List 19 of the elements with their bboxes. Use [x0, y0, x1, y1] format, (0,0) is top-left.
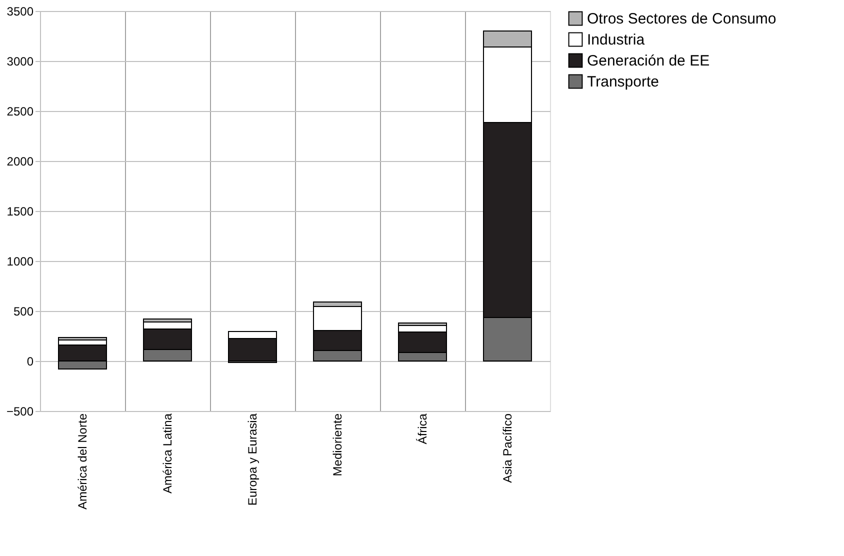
- legend-label: Generación de EE: [587, 52, 710, 70]
- y-tick-label: 1000: [6, 254, 34, 268]
- x-tick-label: Asia Pacífico: [500, 413, 514, 483]
- y-tick-label: −500: [6, 404, 34, 418]
- y-tick-label: 2500: [6, 104, 34, 118]
- y-tick-label: 500: [13, 304, 34, 318]
- x-tick-label: América del Norte: [76, 413, 90, 510]
- x-tick-label: América Latina: [160, 413, 174, 494]
- legend-label: Otros Sectores de Consumo: [587, 10, 776, 28]
- x-tick-label: Medioriente: [330, 413, 344, 476]
- legend-label: Transporte: [587, 74, 659, 90]
- y-tick-label: 1500: [6, 204, 34, 218]
- legend-label: Industria: [587, 32, 646, 48]
- x-tick-label: Europa y Eurasia: [246, 413, 260, 506]
- y-tick-label: 3000: [6, 54, 34, 68]
- y-tick-label: 2000: [6, 154, 34, 168]
- y-tick-label: 0: [26, 354, 34, 368]
- y-tick-label: 3500: [6, 4, 34, 18]
- x-tick-label: África: [416, 413, 430, 444]
